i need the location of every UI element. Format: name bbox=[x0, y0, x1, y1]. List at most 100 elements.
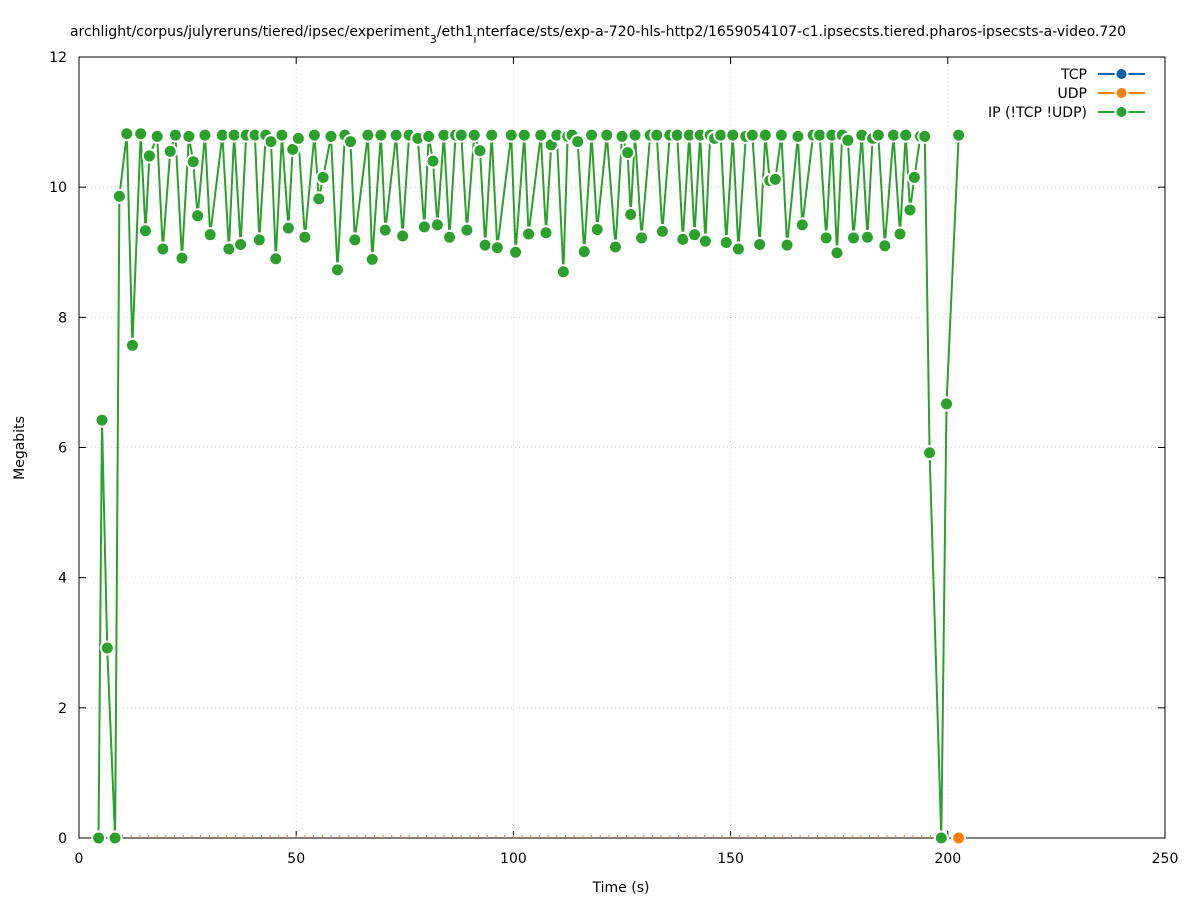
chart-title-part-2: /eth1 bbox=[437, 24, 474, 40]
data-point bbox=[906, 169, 922, 185]
data-point bbox=[752, 236, 768, 252]
data-point bbox=[713, 127, 729, 143]
data-point bbox=[421, 128, 437, 144]
legend-marker bbox=[1114, 86, 1129, 100]
x-tick-label: 50 bbox=[287, 851, 305, 867]
x-tick-label: 100 bbox=[500, 851, 527, 867]
data-point bbox=[892, 226, 908, 242]
data-point bbox=[268, 251, 284, 267]
y-axis-label: Megabits bbox=[12, 416, 28, 480]
grid-lines bbox=[79, 57, 1165, 838]
data-point bbox=[133, 126, 149, 142]
data-point bbox=[922, 445, 938, 461]
y-tick-label: 0 bbox=[58, 831, 67, 847]
data-point bbox=[174, 250, 190, 266]
chart-title: archlight/corpus/julyreruns/tiered/ipsec… bbox=[70, 24, 1126, 46]
data-point bbox=[818, 230, 834, 246]
data-point bbox=[274, 127, 290, 143]
data-point bbox=[812, 127, 828, 143]
data-point bbox=[767, 171, 783, 187]
chart-title-subscript-1: 3 bbox=[430, 33, 437, 46]
data-point bbox=[315, 169, 331, 185]
x-tick-label: 200 bbox=[934, 851, 961, 867]
data-point bbox=[290, 130, 306, 146]
data-point bbox=[137, 223, 153, 239]
data-point bbox=[323, 128, 339, 144]
data-point bbox=[124, 337, 140, 353]
data-point bbox=[197, 127, 213, 143]
data-point bbox=[697, 233, 713, 249]
data-point bbox=[297, 229, 313, 245]
data-point bbox=[149, 128, 165, 144]
data-point bbox=[306, 127, 322, 143]
data-point bbox=[472, 143, 488, 159]
legend: TCP UDP IP (!TCP !UDP) bbox=[988, 67, 1145, 121]
y-tick-label: 2 bbox=[58, 701, 67, 717]
data-point bbox=[226, 127, 242, 143]
legend-item: UDP bbox=[1058, 86, 1145, 102]
series-ip-tcp-udp bbox=[91, 126, 967, 846]
data-point bbox=[466, 127, 482, 143]
data-point bbox=[155, 241, 171, 257]
data-point bbox=[508, 244, 524, 260]
series-layer bbox=[91, 126, 967, 846]
data-point bbox=[484, 127, 500, 143]
y-tick-label: 6 bbox=[58, 441, 67, 457]
data-point bbox=[607, 239, 623, 255]
data-point bbox=[181, 128, 197, 144]
plot-frame bbox=[78, 56, 1166, 839]
data-point bbox=[614, 128, 630, 144]
data-point bbox=[951, 127, 967, 143]
data-point bbox=[886, 127, 901, 143]
data-point bbox=[91, 830, 107, 846]
data-point bbox=[190, 208, 206, 224]
chart-title-subscript-2: i bbox=[473, 33, 476, 46]
data-point bbox=[877, 238, 893, 254]
data-point bbox=[744, 127, 760, 143]
data-point bbox=[141, 148, 157, 164]
x-tick-label: 150 bbox=[717, 851, 744, 867]
series-udp bbox=[951, 830, 967, 846]
data-point bbox=[263, 134, 279, 150]
x-axis-label: Time (s) bbox=[592, 880, 650, 896]
data-point bbox=[870, 127, 886, 143]
axis-ticks bbox=[78, 56, 1166, 839]
data-point bbox=[599, 127, 615, 143]
data-point bbox=[311, 191, 327, 207]
tick-labels: 0 50 100 150 200 250 0 2 4 6 8 10 12 bbox=[49, 50, 1178, 867]
data-point bbox=[533, 127, 549, 143]
data-point bbox=[898, 127, 914, 143]
data-point bbox=[162, 143, 178, 159]
data-point bbox=[654, 223, 670, 239]
data-point bbox=[251, 232, 267, 248]
data-point bbox=[669, 127, 685, 143]
data-point bbox=[730, 241, 746, 257]
data-point bbox=[570, 134, 586, 150]
legend-marker bbox=[1114, 67, 1129, 81]
legend-label: IP (!TCP !UDP) bbox=[988, 105, 1087, 121]
data-point bbox=[442, 229, 458, 245]
data-point bbox=[459, 222, 475, 238]
x-tick-label: 0 bbox=[75, 851, 84, 867]
data-point bbox=[185, 154, 201, 170]
data-point bbox=[416, 219, 432, 235]
data-point bbox=[649, 127, 665, 143]
data-point bbox=[859, 229, 875, 245]
data-point bbox=[589, 221, 605, 237]
data-point bbox=[757, 127, 773, 143]
data-point bbox=[627, 127, 643, 143]
data-point bbox=[329, 262, 345, 278]
data-point bbox=[725, 127, 741, 143]
data-point bbox=[794, 217, 810, 233]
y-tick-label: 4 bbox=[58, 571, 67, 587]
data-point bbox=[584, 127, 600, 143]
data-point bbox=[620, 145, 636, 161]
data-point bbox=[347, 232, 363, 248]
data-point bbox=[453, 127, 469, 143]
data-point bbox=[555, 264, 571, 280]
data-point bbox=[99, 640, 115, 656]
data-point bbox=[343, 134, 358, 150]
data-point bbox=[94, 412, 110, 428]
data-point bbox=[167, 127, 183, 143]
